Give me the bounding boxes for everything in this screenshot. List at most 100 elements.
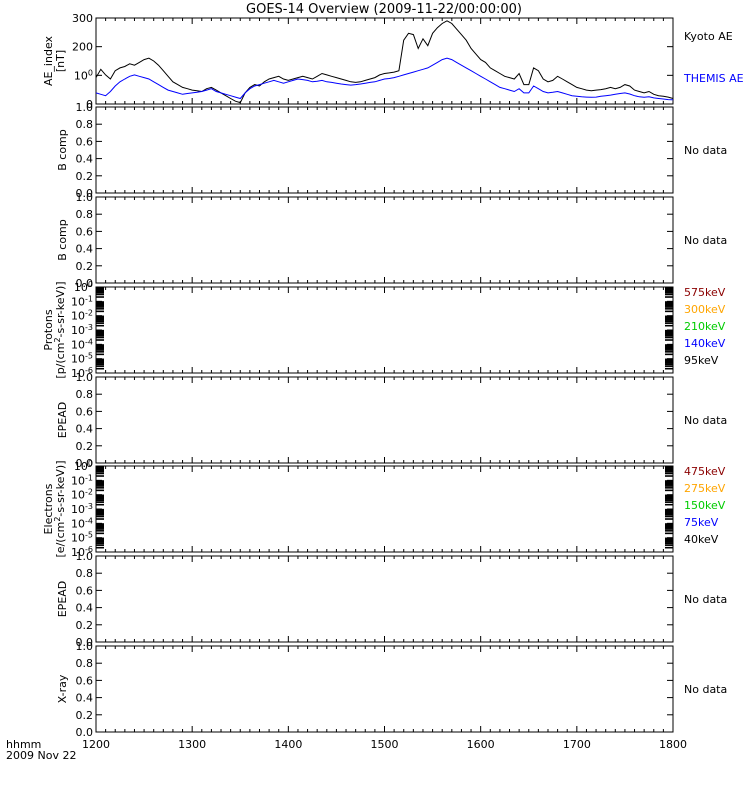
y-tick-label: 10-3 [71,502,93,517]
energy-legend-95kev: 95keV [684,354,719,367]
y-tick-label: 10-3 [71,323,93,338]
y-axis-label: Electrons [42,483,55,534]
panel-frame [95,106,674,194]
y-tick-label: 10-1 [71,294,93,309]
y-tick-label: 0.6 [76,225,94,238]
y-tick-label: 0.2 [76,619,94,632]
y-axis-label: EPEAD [56,402,69,439]
energy-legend-210kev: 210keV [684,320,726,333]
time-tick-label: 1200 [82,738,110,751]
no-data-label: No data [684,683,727,696]
panel-epead1: 0.0 0.2 0.4 0.6 0.8 1.0 EPEAD No data [56,371,727,470]
y-tick-label: 10-4 [71,337,93,352]
legend-kyoto-ae: Kyoto AE [684,30,733,43]
y-tick-label: 10-5 [71,351,93,366]
time-tick-label: 1300 [178,738,206,751]
y-tick-label: 0.6 [76,584,94,597]
panel-frame [95,196,674,284]
no-data-label: No data [684,144,727,157]
panel-bcomp2: 0.0 0.2 0.4 0.6 0.8 1.0 B comp No data [56,191,727,290]
panel-electrons: 10-610-510-410-310-210-1100Electrons[e/(… [42,459,726,560]
panel-frame [95,555,674,643]
y-tick-label: 100 [74,459,93,474]
legend-themis-ae: THEMIS AE [683,72,744,85]
y-axis-label: EPEAD [56,581,69,618]
y-tick-label: 1.0 [76,191,94,204]
y-tick-label: 0.8 [76,388,94,401]
y-tick-label: 0.4 [76,243,94,256]
panel-frame [95,376,674,464]
y-tick-label: 10-1 [71,473,93,488]
y-tick-label: 10-5 [71,530,93,545]
y-tick-label: 1.0 [76,640,94,653]
y-axis-label: [e/(cm2-s-sr-keV)] [53,461,68,558]
y-tick-label: 0.4 [76,602,94,615]
time-tick-label: 1400 [274,738,302,751]
y-tick-label: 0.6 [76,135,94,148]
y-tick-label: 0.2 [76,709,94,722]
y-tick-label: 100 [74,280,93,295]
y-axis-label: X-ray [56,674,69,703]
y-tick-label: 0.8 [76,657,94,670]
energy-legend-40kev: 40keV [684,533,719,546]
panel-frame [95,17,674,105]
y-axis-label: B comp [56,129,69,171]
panel-ae: 0 100 200 300 AE_index [nT] Kyoto AE THEMIS AE [42,12,744,111]
y-tick-label: 0.6 [76,405,94,418]
y-axis-label: Protons [42,309,55,350]
panel-frame [95,465,674,553]
y-tick-label: 0 [86,98,93,111]
y-tick-label: 300 [72,12,93,25]
y-tick-label: 0.4 [76,153,94,166]
y-tick-label: 0.8 [76,118,94,131]
panel-bcomp1: 0.0 0.2 0.4 0.6 0.8 1.0 B comp No data [56,101,727,200]
panel-epead2: 0.0 0.2 0.4 0.6 0.8 1.0 EPEAD No data [56,550,727,649]
y-tick-label: 100 [74,68,93,83]
y-tick-label: 0.2 [76,170,94,183]
energy-legend-300kev: 300keV [684,303,726,316]
y-tick-label: 0.2 [76,260,94,273]
panel-protons: 10-610-510-410-310-210-1100Protons[p/(cm… [42,280,726,381]
panel-frame [95,645,674,733]
y-axis-label: [p/(cm2-s-sr-keV)] [53,281,68,378]
y-tick-label: 0.4 [76,692,94,705]
y-tick-label: 0.8 [76,567,94,580]
y-tick-label: 0.0 [76,457,94,470]
energy-legend-475kev: 475keV [684,465,726,478]
panel-xray: 0.0 0.2 0.4 0.6 0.8 1.0 X-ray No data [56,640,727,739]
time-tick-label: 1700 [563,738,591,751]
y-tick-label: 1.0 [76,101,94,114]
y-tick-label: 0.4 [76,423,94,436]
y-axis-label: [nT] [54,50,67,72]
y-tick-label: 0.0 [76,187,94,200]
no-data-label: No data [684,234,727,247]
energy-legend-275kev: 275keV [684,482,726,495]
time-tick-label: 1600 [467,738,495,751]
y-tick-label: 10-4 [71,516,93,531]
y-axis-label: AE_index [42,35,55,86]
y-tick-label: 1.0 [76,371,94,384]
no-data-label: No data [684,414,727,427]
y-tick-label: 0.2 [76,440,94,453]
series-line-kyoto-ae [95,20,674,104]
time-tick-label: 1500 [371,738,399,751]
y-tick-label: 0.0 [76,636,94,649]
panel-frame [95,286,674,374]
y-axis-label: B comp [56,219,69,261]
y-tick-label: 1.0 [76,550,94,563]
figure-title: GOES-14 Overview (2009-11-22/00:00:00) [246,2,522,17]
series-line-themis-ae [95,57,674,101]
y-tick-label: 0.0 [76,277,94,290]
energy-legend-575kev: 575keV [684,286,726,299]
energy-legend-75kev: 75keV [684,516,719,529]
y-tick-label: 10-2 [71,308,93,323]
y-tick-label: 0.6 [76,674,94,687]
y-tick-label: 10-2 [71,487,93,502]
y-tick-label: 0.0 [76,726,94,739]
energy-legend-140kev: 140keV [684,337,726,350]
time-tick-label: 1800 [659,738,687,751]
y-tick-label: 0.8 [76,208,94,221]
time-axis-label: hhmm [6,738,41,751]
